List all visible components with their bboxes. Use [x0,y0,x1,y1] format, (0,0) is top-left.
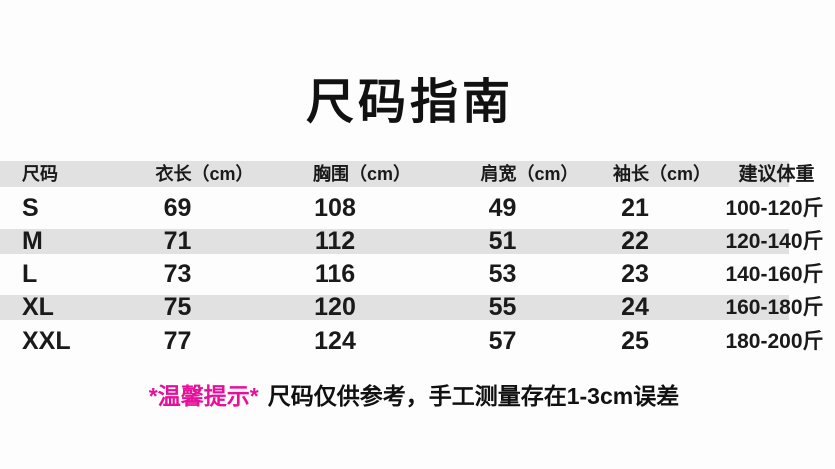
shoulder-value: 55 [488,293,517,321]
chest-value: 112 [314,227,356,255]
column-header-shoulder: 肩宽（cm） [480,164,579,184]
column-header-weight: 建议体重 [738,163,815,185]
reference-note: *温馨提示* 尺码仅供参考，手工测量存在1-3cm误差 [0,377,828,411]
size-table: 尺码 衣长（cm） 胸围（cm） 肩宽（cm） 袖长（cm） 建议体重 S 69… [0,161,835,362]
sleeve-value: 23 [621,260,649,288]
note-body: 尺码仅供参考，手工测量存在1-3cm误差 [267,383,680,409]
length-value: 75 [163,293,192,321]
chest-value: 124 [314,326,356,355]
sleeve-value: 24 [621,293,649,321]
weight-value: 140-160斤 [725,263,824,286]
shoulder-value: 51 [488,227,517,255]
weight-value: 100-120斤 [725,196,824,220]
weight-value: 180-200斤 [725,329,824,353]
size-value: XL [22,293,54,321]
length-value: 73 [163,260,192,288]
column-header-length: 衣长（cm） [155,164,254,184]
shoulder-value: 53 [488,260,517,288]
table-row-l: L 73 116 53 23 140-160斤 [0,254,835,295]
sleeve-value: 21 [621,193,649,222]
sleeve-value: 25 [621,326,649,355]
note-highlight: *温馨提示* [148,383,259,409]
table-row-xl: XL 75 120 55 24 160-180斤 [0,295,835,320]
weight-value: 120-140斤 [725,230,824,253]
length-value: 71 [163,227,192,255]
shoulder-value: 57 [488,326,517,355]
page-title: 尺码指南 [305,76,514,129]
sleeve-value: 22 [621,227,649,255]
table-header-row: 尺码 衣长（cm） 胸围（cm） 肩宽（cm） 袖长（cm） 建议体重 [0,161,835,187]
column-header-chest: 胸围（cm） [312,164,411,184]
size-value: S [22,193,39,222]
shoulder-value: 49 [488,193,517,222]
column-header-size: 尺码 [22,164,58,184]
table-row-xxl: XXL 77 124 57 25 180-200斤 [0,320,835,362]
length-value: 69 [163,193,192,222]
column-header-sleeve: 袖长（cm） [612,164,711,184]
table-row-s: S 69 108 49 21 100-120斤 [0,187,835,229]
chest-value: 116 [314,260,356,288]
table-row-m: M 71 112 51 22 120-140斤 [0,229,835,254]
chest-value: 120 [314,293,356,321]
chest-value: 108 [314,193,356,222]
size-value: XXL [22,326,71,355]
size-value: L [22,260,38,288]
size-value: M [22,227,43,255]
length-value: 77 [163,326,192,355]
weight-value: 160-180斤 [725,296,824,319]
